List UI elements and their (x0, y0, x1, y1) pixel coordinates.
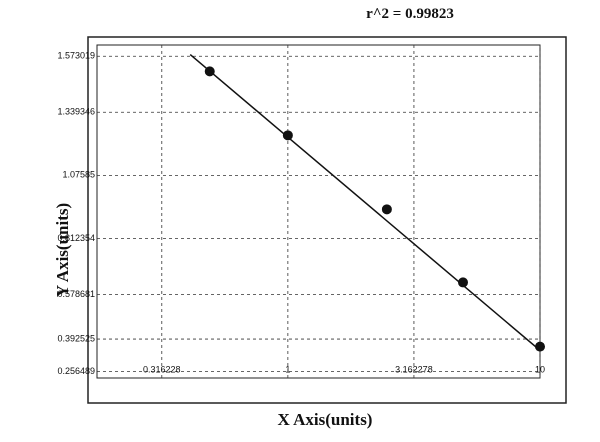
data-point (381, 204, 392, 215)
y-tick-label: 0.392525 (57, 333, 95, 343)
y-tick-label: 1.339346 (57, 107, 95, 117)
data-point (535, 341, 545, 352)
y-tick-label: 1.573019 (57, 51, 95, 61)
x-axis-label: X Axis(units) (278, 410, 373, 429)
plot-area (96, 44, 541, 379)
y-tick-label: 0.578681 (57, 289, 95, 299)
y-tick-label: 1.07585 (62, 170, 95, 180)
data-point (457, 277, 468, 288)
fit-line (189, 54, 540, 352)
chart-title: r^2 = 0.99823 (366, 6, 454, 22)
plot-group (189, 54, 540, 352)
data-point (282, 130, 293, 141)
y-tick-label: 0.256489 (57, 366, 95, 376)
y-tick-label: 0.812354 (57, 233, 95, 243)
data-point (204, 66, 215, 77)
y-axis-label: Y Axis(units) (53, 203, 72, 297)
